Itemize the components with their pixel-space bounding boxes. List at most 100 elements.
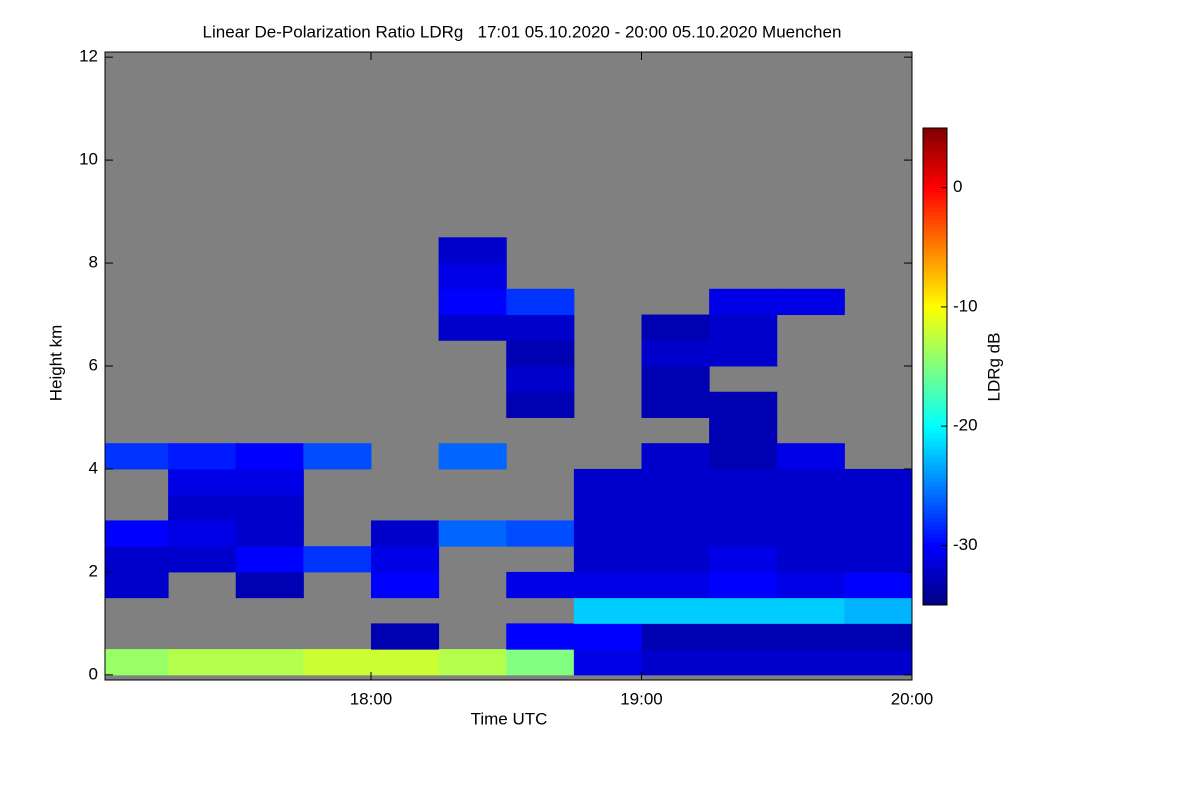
colorbar-step <box>923 525 947 530</box>
heatmap-cell <box>235 546 304 573</box>
colorbar-step <box>923 418 947 423</box>
colorbar-step <box>923 247 947 252</box>
colorbar-step <box>923 290 947 296</box>
heatmap-cell <box>105 546 169 573</box>
heatmap-cell <box>776 571 845 599</box>
heatmap-cell <box>370 649 440 676</box>
heatmap-cell <box>844 494 912 521</box>
colorbar-step <box>923 310 947 316</box>
colorbar-step <box>923 131 947 137</box>
colorbar-step <box>923 481 947 487</box>
colorbar-step <box>923 203 947 208</box>
heatmap-cell <box>641 366 710 393</box>
colorbar-step <box>923 143 947 149</box>
colorbar-step <box>923 239 947 244</box>
colorbar-step <box>923 453 947 459</box>
y-tick-label: 6 <box>89 355 98 374</box>
colorbar-step <box>923 255 947 260</box>
heatmap-cell <box>168 520 237 547</box>
colorbar-step <box>923 533 947 538</box>
heatmap-cell <box>105 571 169 599</box>
colorbar-step <box>923 449 947 455</box>
heatmap-cell <box>709 649 778 676</box>
colorbar-step <box>923 334 947 340</box>
colorbar-step <box>923 517 947 523</box>
colorbar-step <box>923 267 947 272</box>
heatmap-cell <box>506 288 575 316</box>
heatmap-cell <box>709 546 778 573</box>
colorbar-step <box>923 497 947 503</box>
colorbar-step <box>923 263 947 268</box>
colorbar-step <box>923 326 947 332</box>
heatmap-cell <box>168 468 237 496</box>
colorbar-step <box>923 243 947 248</box>
heatmap-cell <box>438 649 507 676</box>
colorbar-step <box>923 485 947 491</box>
heatmap-cell <box>844 520 912 547</box>
colorbar: 0 -10 -20 -30 <box>922 127 978 606</box>
colorbar-step <box>923 489 947 495</box>
y-tick-label: 8 <box>89 253 98 272</box>
heatmap-cell <box>235 649 304 676</box>
colorbar-step <box>923 322 947 328</box>
heatmap-cell <box>506 520 575 547</box>
colorbar-step <box>923 275 947 280</box>
heatmap-cell <box>776 520 845 547</box>
heatmap-cell <box>438 520 507 547</box>
x-axis-label: Time UTC <box>471 709 548 728</box>
heatmap-cell <box>776 288 845 316</box>
colorbar-step <box>923 569 947 574</box>
colorbar-step <box>923 175 947 181</box>
colorbar-step <box>923 171 947 177</box>
colorbar-label: LDRg dB <box>984 333 1003 402</box>
colorbar-step <box>923 529 947 534</box>
x-tick-label: 18:00 <box>350 689 393 708</box>
colorbar-step <box>923 597 947 602</box>
heatmap-cell <box>641 623 710 650</box>
heatmap-cell <box>776 443 845 470</box>
heatmap-cell <box>235 494 304 521</box>
heatmap-cell <box>105 520 169 547</box>
colorbar-step <box>923 561 947 566</box>
colorbar-step <box>923 147 947 153</box>
colorbar-step <box>923 422 947 427</box>
colorbar-step <box>923 223 947 228</box>
heatmap-cell <box>168 494 237 521</box>
colorbar-step <box>923 473 947 479</box>
heatmap-cell <box>438 443 507 470</box>
heatmap-cell <box>641 468 710 496</box>
heatmap-cell <box>641 494 710 521</box>
heatmap-cell <box>370 520 440 547</box>
colorbar-step <box>923 128 947 133</box>
colorbar-step <box>923 545 947 550</box>
colorbar-step <box>923 298 947 304</box>
colorbar-step <box>923 430 947 435</box>
colorbar-step <box>923 318 947 324</box>
colorbar-step <box>923 593 947 598</box>
colorbar-step <box>923 601 947 606</box>
heatmap-cell <box>506 571 575 599</box>
colorbar-step <box>923 159 947 165</box>
colorbar-step <box>923 457 947 463</box>
colorbar-step <box>923 330 947 336</box>
colorbar-step <box>923 366 947 371</box>
colorbar-step <box>923 501 947 507</box>
y-tick-label: 0 <box>89 664 98 683</box>
heatmap-cell <box>370 546 440 573</box>
colorbar-step <box>923 589 947 594</box>
colorbar-step <box>923 553 947 558</box>
colorbar-step <box>923 211 947 216</box>
heatmap-cell <box>303 443 372 470</box>
heatmap-cell <box>776 546 845 573</box>
heatmap-cell <box>573 494 642 521</box>
heatmap-cell <box>641 597 710 624</box>
heatmap-cell <box>709 288 778 316</box>
colorbar-step <box>923 191 947 197</box>
colorbar-step <box>923 469 947 475</box>
heatmap-cell <box>776 623 845 650</box>
colorbar-step <box>923 350 947 356</box>
colorbar-step <box>923 402 947 407</box>
colorbar-step <box>923 342 947 348</box>
heatmap-cell <box>506 366 575 393</box>
